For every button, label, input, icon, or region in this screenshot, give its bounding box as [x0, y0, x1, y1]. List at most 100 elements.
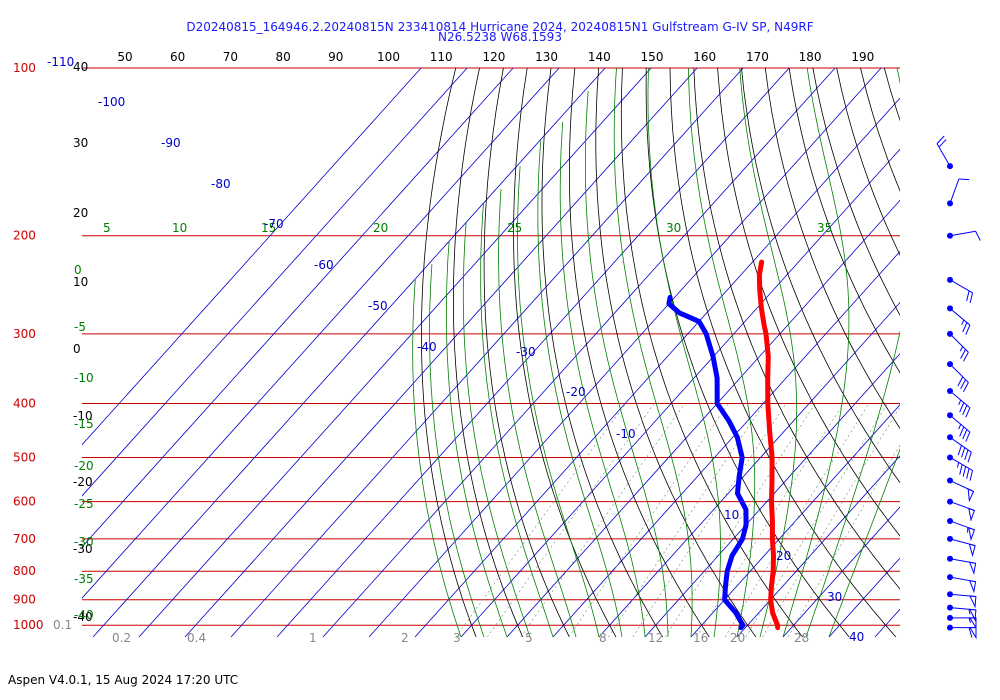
wind-barb: [947, 178, 970, 207]
mixing-ratio-line: [762, 406, 900, 638]
dry-adiabat-label: -20: [73, 475, 93, 489]
isotherm-label: -100: [98, 95, 125, 109]
wind-barb: [947, 574, 977, 594]
isotherm-label: 40: [849, 630, 864, 644]
isotherm-line: [460, 148, 900, 638]
top-axis-label: 120: [482, 50, 505, 64]
isotherm-line: [921, 68, 1000, 637]
moist-adiabat-line: [585, 91, 669, 637]
background-grid: [82, 68, 1000, 638]
dry-adiabat-label: 40: [73, 60, 88, 74]
dry-adiabat-line: [669, 68, 897, 638]
isotherm-line: [690, 404, 900, 638]
dry-adiabat-line: [483, 68, 570, 638]
wind-barb-pennant: [968, 507, 976, 522]
wind-barb-flag: [969, 470, 974, 481]
mixing-ratio-line: [487, 403, 655, 638]
top-axis-label: 140: [588, 50, 611, 64]
dry-adiabat-line: [908, 68, 1000, 637]
mixing-ratio-label: 1: [309, 631, 317, 645]
chart-title-line-1: D20240815_164946.2.20240815N 233410814 H…: [186, 20, 814, 34]
wind-barb-flag: [938, 139, 947, 148]
dry-adiabat-label: -30: [73, 542, 93, 556]
moist-adiabat-line: [805, 68, 900, 638]
wind-barb-shaft: [949, 414, 971, 433]
pressure-tick-label: 300: [13, 327, 36, 341]
pressure-tick-label: 200: [13, 229, 36, 243]
dry-adiabat-line: [513, 68, 617, 638]
wind-barb-flag: [960, 349, 966, 359]
dry-adiabat-label: -10: [73, 409, 93, 423]
isotherm-label: -30: [516, 345, 536, 359]
wind-barb-shaft: [949, 457, 973, 471]
pressure-tick-label: 600: [13, 495, 36, 509]
mixing-ratio-line: [787, 444, 900, 638]
isobar-grid: [82, 67, 900, 626]
isotherm-line: [782, 506, 900, 638]
wind-barb-flag: [966, 468, 970, 479]
mixing-ratio-line: [745, 403, 888, 638]
wind-barb: [947, 624, 977, 640]
moist-adiabat-line: [517, 166, 600, 638]
isotherm-label: -90: [161, 136, 181, 150]
mixing-ratio-label: 16: [693, 631, 708, 645]
wind-barb-pennant: [969, 608, 977, 622]
top-axis-label: 50: [117, 50, 132, 64]
dry-adiabat-line: [812, 68, 900, 317]
wind-barb-flag: [958, 178, 970, 181]
dry-adiabat-line: [980, 68, 1000, 637]
wind-barbs: [936, 135, 981, 640]
moist-adiabat-label: 15: [261, 221, 276, 235]
top-axis-label: 90: [328, 50, 343, 64]
wind-barb: [947, 604, 977, 622]
wind-barb-flag: [962, 429, 968, 440]
wind-barb: [947, 591, 977, 609]
mixing-ratio-label: 0.1: [53, 618, 72, 632]
wind-barb-pennant: [969, 595, 977, 609]
dry-adiabat-line: [956, 68, 1000, 637]
mixing-ratio-line: [455, 403, 626, 638]
top-axis-label: 130: [535, 50, 558, 64]
dry-adiabat-line: [717, 68, 900, 537]
wind-barb: [947, 498, 976, 522]
mixing-ratio-line: [696, 403, 844, 638]
moist-adiabat-line: [412, 279, 462, 638]
isotherm-line: [644, 353, 900, 638]
wind-barb-half-flag: [956, 462, 960, 468]
top-axis-label: 170: [746, 50, 769, 64]
wind-barb-flag: [968, 627, 973, 638]
wind-barb: [947, 330, 969, 362]
moist-adiabat-line: [828, 448, 900, 638]
moist-adiabat-label: 0: [74, 263, 82, 277]
isotherm-line: [230, 68, 744, 638]
sounding-profiles: [666, 259, 781, 631]
mixing-ratio-label: 20: [730, 631, 745, 645]
dry-adiabat-line: [569, 68, 710, 638]
mixing-ratio-label: 8: [599, 631, 607, 645]
moist-adiabat-label: 10: [172, 221, 187, 235]
mixing-ratio-label: 5: [525, 631, 533, 645]
top-axis-label: 160: [693, 50, 716, 64]
top-axis-label: 150: [641, 50, 664, 64]
wind-barb: [947, 614, 977, 630]
isotherm-label: -60: [314, 258, 334, 272]
top-axis-label: 60: [170, 50, 185, 64]
isotherm-label: -80: [211, 177, 231, 191]
wind-barb: [947, 305, 971, 335]
wind-barb-pennant: [967, 488, 975, 503]
top-axis-label: 100: [377, 50, 400, 64]
moist-adiabat-label: 30: [666, 221, 681, 235]
moist-adiabat-label: -40: [74, 608, 94, 622]
wind-barb-flag: [960, 447, 966, 458]
moist-adiabat-label: -15: [74, 417, 94, 431]
wind-barb-flag: [975, 230, 981, 241]
wind-barb-flag: [960, 379, 966, 390]
dry-adiabat-label: -40: [73, 610, 93, 624]
isotherm-line: [506, 199, 900, 638]
wind-barb: [947, 230, 981, 241]
moist-adiabat-label: 25: [507, 221, 522, 235]
dry-adiabat-line: [595, 68, 757, 638]
wind-barb-flag: [965, 431, 971, 442]
moist-adiabat-label: -30: [74, 535, 94, 549]
